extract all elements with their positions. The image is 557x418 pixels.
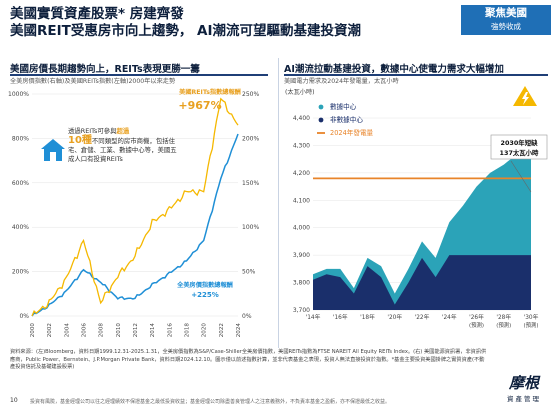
bolt-glyph	[522, 92, 529, 105]
y-right-tick-label: 250%	[242, 91, 259, 98]
x-tick-label: '26年	[469, 313, 484, 321]
shortage-callout-line-1: 2030年短缺	[501, 138, 539, 147]
x-tick-label: '16年	[333, 313, 348, 321]
source-note: 資料來源：(左)Bloomberg，資料日期1999.12.31-2025.1.…	[10, 349, 487, 371]
x-tick-label: 2000	[30, 323, 36, 338]
y-right-tick-label: 0%	[242, 313, 252, 320]
reit-callout: 透過REITs可參與超過 10種不同類型的房市商機，包括住宅、倉儲、工業、數據中…	[68, 127, 177, 163]
y-tick-label: 4,400	[293, 115, 310, 122]
panel-divider	[278, 58, 279, 348]
x-tick-sublabel: (預測)	[469, 321, 484, 329]
y-tick-label: 3,900	[293, 252, 310, 259]
x-tick-label: '22年	[415, 313, 430, 321]
x-tick-label: 2016	[167, 323, 173, 338]
badge-subtitle: 強勢收成	[491, 22, 521, 31]
y-tick-label: 4,000	[293, 225, 310, 232]
x-tick-label: '18年	[360, 313, 375, 321]
callout-arrow-line	[510, 160, 532, 193]
house-series-label: 全美房價指數總報酬	[176, 281, 233, 289]
reit-house-line-chart: 0% 200% 400% 600% 800% 1000% 0% 50% 100% 150% 200%…	[8, 88, 259, 338]
y-tick-label: 4,300	[293, 142, 310, 149]
house-icon	[41, 139, 65, 161]
y-left-tick-label: 200%	[12, 269, 29, 276]
right-panel-subtitle: 美國電力需求及2024年發電量，太瓦小時	[284, 78, 399, 85]
y-right-tick-label: 150%	[242, 180, 259, 187]
x-tick-label: 2006	[82, 323, 88, 338]
y-right-tick-label: 100%	[242, 224, 259, 231]
x-tick-label: 2010	[116, 323, 122, 338]
series-line-house	[31, 133, 239, 317]
callout-highlight: 10種	[68, 135, 92, 146]
disclaimer: 投資有風險，基金經理公司以往之經理績效不保證基金之最低投資收益；基金經理公司除盡…	[30, 399, 391, 405]
x-tick-label: 2002	[47, 323, 53, 337]
x-tick-label: 2008	[99, 323, 105, 338]
y-left-tick-label: 1000%	[8, 91, 29, 98]
area-non-data-center	[313, 255, 531, 310]
y-left-tick-label: 600%	[12, 180, 29, 187]
badge-title: 聚焦美國	[485, 7, 527, 19]
left-panel-subtitle: 全美房價指數(右軸)及美國REITs指數(左軸)2000年以來走勢	[10, 78, 176, 85]
x-tick-label: '28年	[496, 313, 511, 321]
title-line-1: 美國實質資產股票* 房建齊發	[10, 6, 184, 22]
reit-series-label: 美國REITs指數總報酬	[179, 88, 241, 96]
shortage-callout-line-2: 137太瓦小時	[500, 148, 540, 157]
x-tick-label: 2004	[64, 323, 70, 338]
title-line-2: 美國REIT受惠房市向上趨勢， AI潮流可望驅動基建投資潮	[10, 23, 362, 39]
y-tick-label: 4,100	[293, 197, 310, 204]
company-logo: 摩根 資產管理	[507, 374, 541, 403]
y-left-tick-label: 400%	[12, 224, 29, 231]
left-panel-title: 美國房價長期趨勢向上，REITs表現更勝一籌	[10, 64, 200, 75]
x-tick-label: 2024	[236, 323, 242, 338]
legend-marker	[318, 117, 324, 123]
house-return-value: +225%	[191, 291, 219, 299]
y-right-tick-label: 200%	[242, 135, 259, 142]
y-left-tick-label: 0%	[19, 313, 29, 320]
x-tick-label: 2014	[150, 323, 156, 338]
legend-label: 2024年發電量	[330, 128, 374, 137]
x-tick-sublabel: (預測)	[524, 321, 539, 329]
y-tick-label: 3,700	[293, 307, 310, 314]
focus-badge: 聚焦美國 強勢收成	[461, 5, 551, 35]
y-tick-label: 4,200	[293, 170, 310, 177]
x-tick-label: '20年	[387, 313, 402, 321]
right-panel-rule	[284, 74, 548, 76]
page-number: 10	[10, 397, 18, 404]
x-tick-label: 2012	[133, 323, 139, 337]
x-tick-label: 2020	[202, 323, 208, 338]
slide-title: 美國實質資產股票* 房建齊發 美國REIT受惠房市向上趨勢， AI潮流可望驅動基…	[10, 6, 450, 40]
x-tick-label: '30年	[524, 313, 539, 321]
x-tick-label: '14年	[306, 313, 321, 321]
left-panel-rule	[10, 74, 268, 76]
x-tick-label: '24年	[442, 313, 457, 321]
right-panel-title: AI潮流拉動基建投資，數據中心使電力需求大幅增加	[284, 64, 504, 75]
x-tick-label: 2018	[185, 323, 191, 338]
y-axis-unit-label: (太瓦小時)	[285, 88, 315, 96]
y-tick-label: 3,800	[293, 280, 310, 287]
x-tick-label: 2022	[219, 323, 225, 337]
reit-return-value: +967%	[178, 99, 221, 112]
x-tick-sublabel: (預測)	[496, 321, 511, 329]
y-right-tick-label: 50%	[242, 269, 256, 276]
power-demand-area-chart: (太瓦小時) 3,700 3,800 3,900 4,000 4,100 4,200 4,30…	[285, 86, 548, 329]
y-left-tick-label: 800%	[12, 135, 29, 142]
legend-label: 數據中心	[330, 102, 357, 111]
legend-label: 非數據中心	[330, 115, 363, 124]
legend-marker	[318, 104, 324, 110]
series-line-reit	[31, 97, 239, 317]
shortage-callout-box	[490, 134, 548, 160]
